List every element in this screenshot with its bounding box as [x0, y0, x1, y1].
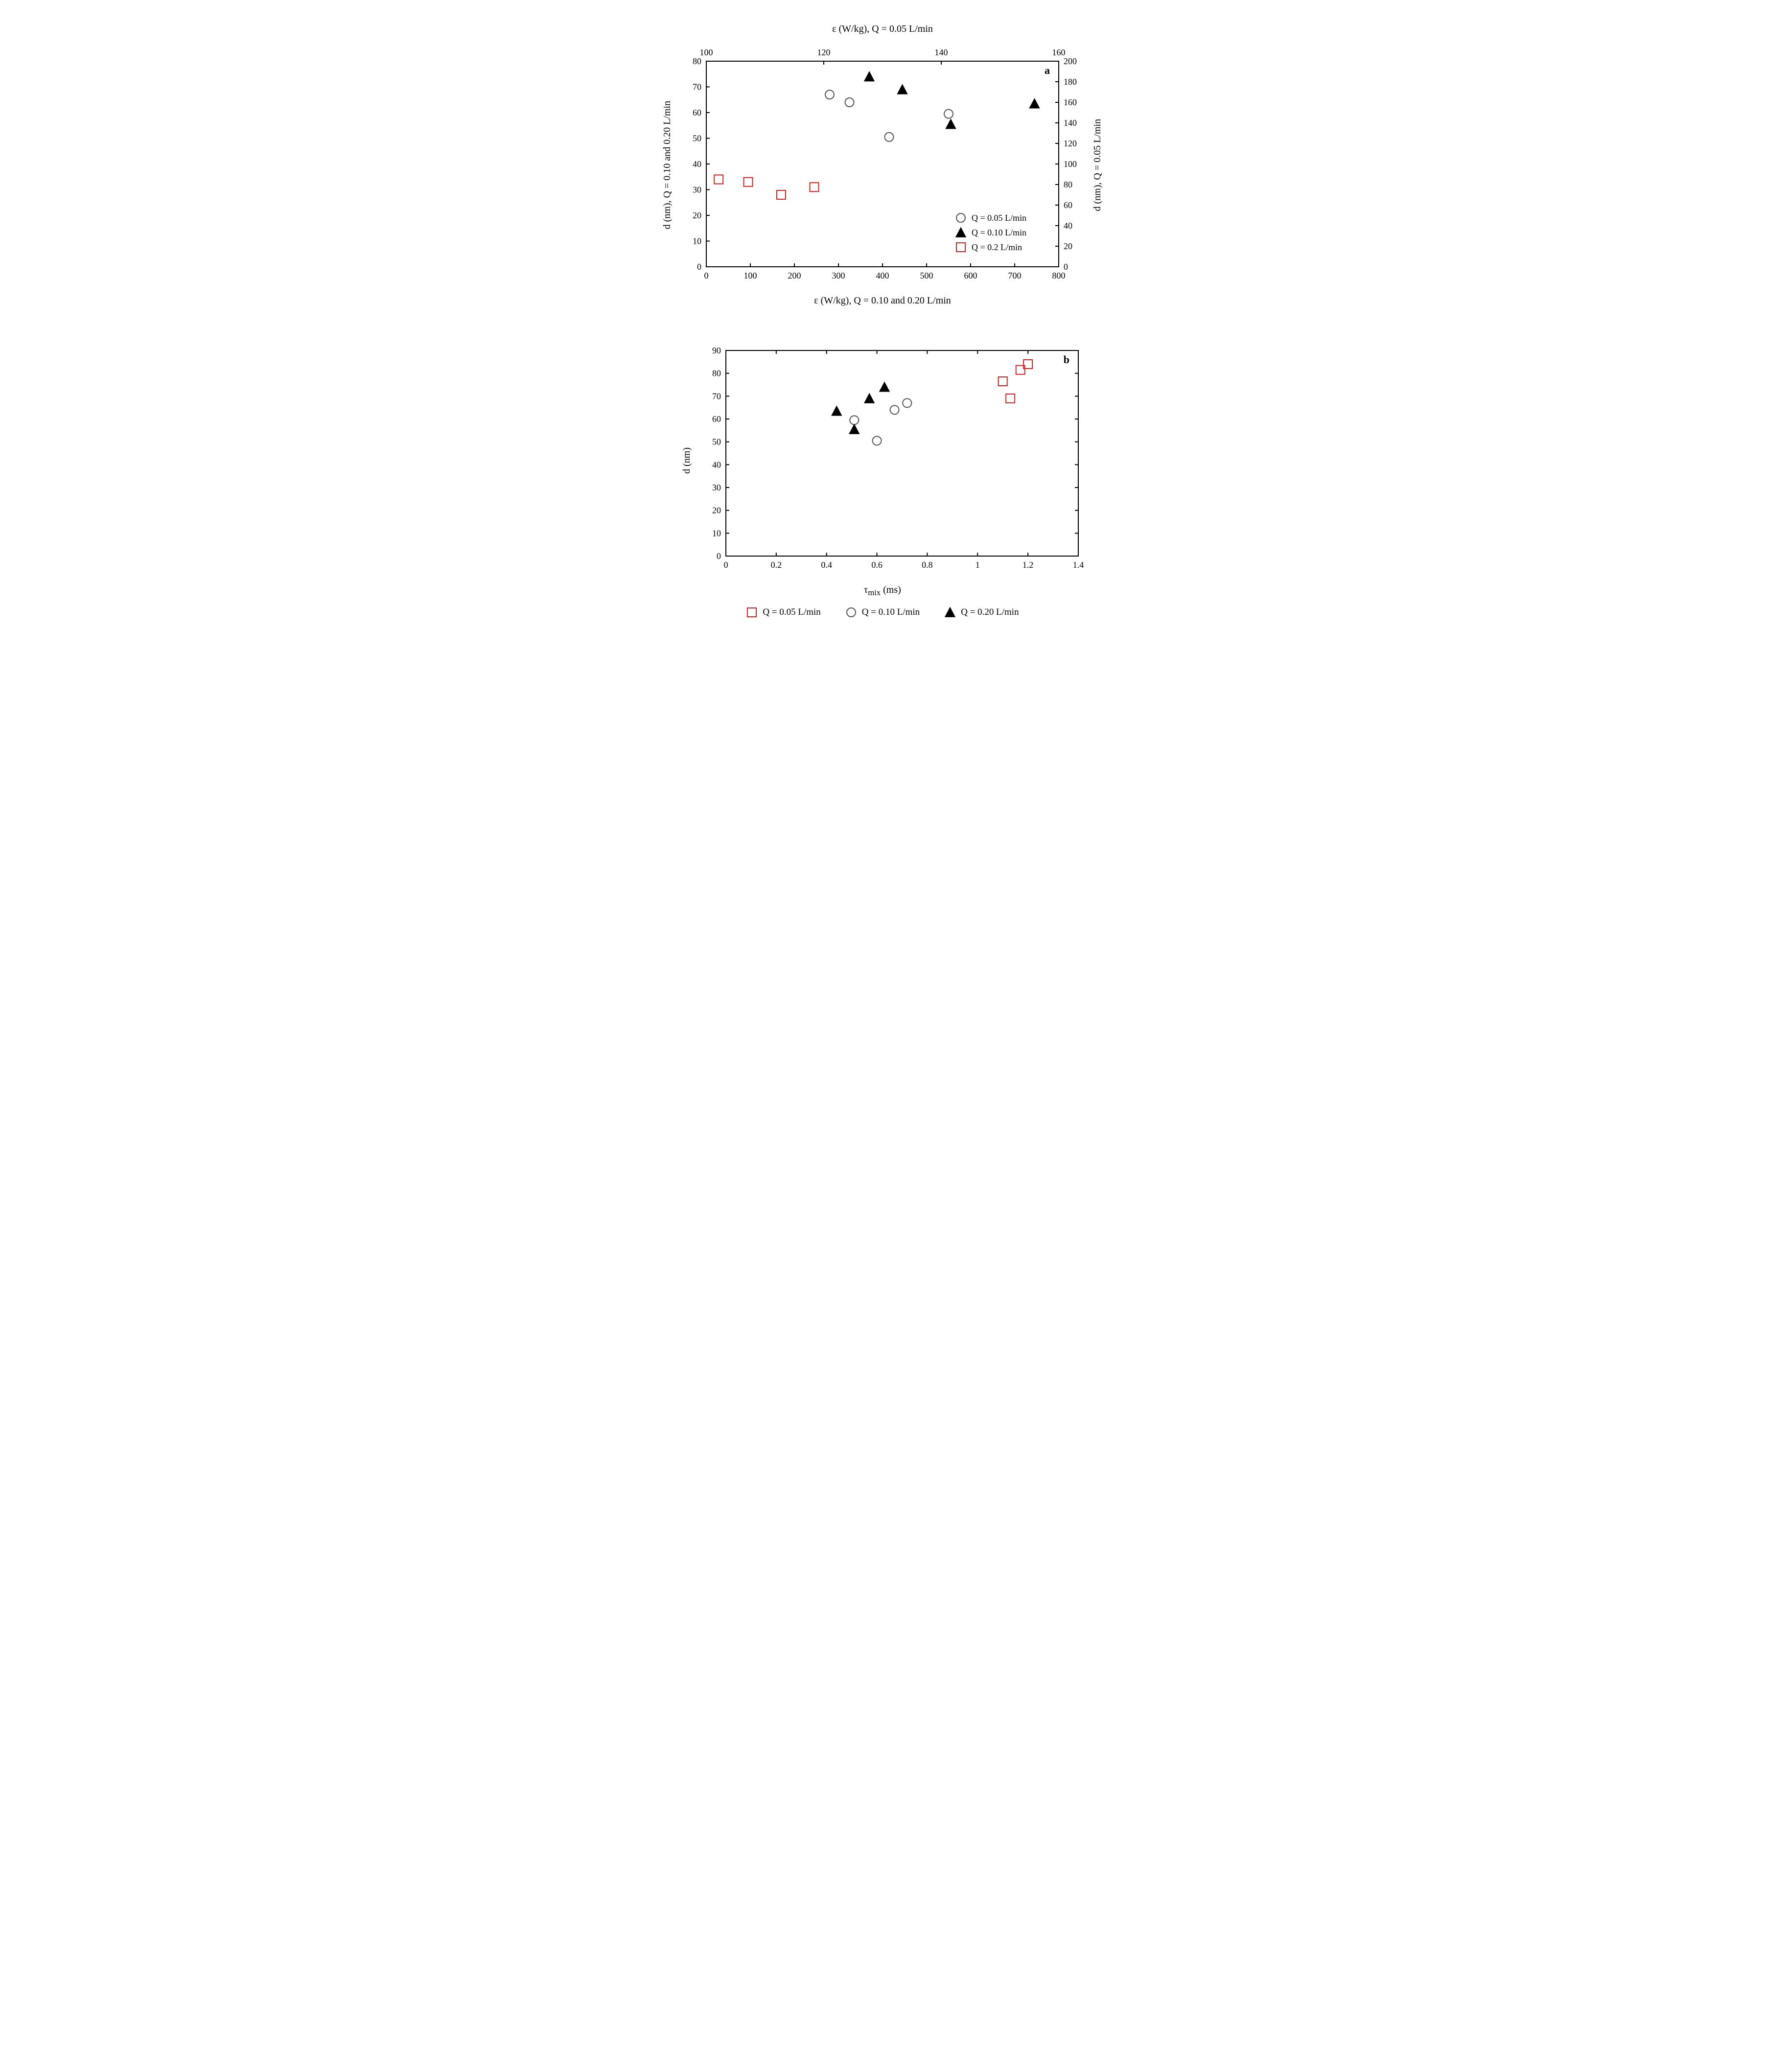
svg-text:120: 120 — [817, 47, 831, 57]
svg-text:50: 50 — [693, 134, 701, 143]
svg-text:40: 40 — [693, 159, 701, 169]
svg-text:0.8: 0.8 — [922, 560, 933, 570]
svg-text:10: 10 — [693, 236, 701, 246]
svg-text:200: 200 — [1064, 56, 1077, 66]
svg-text:800: 800 — [1052, 271, 1066, 280]
svg-text:0.4: 0.4 — [821, 560, 832, 570]
legend-item: Q = 0.10 L/min — [845, 606, 920, 618]
svg-text:100: 100 — [744, 271, 757, 280]
svg-text:140: 140 — [1064, 118, 1077, 128]
svg-text:80: 80 — [712, 369, 721, 378]
svg-text:0: 0 — [1064, 262, 1068, 272]
svg-text:1.4: 1.4 — [1072, 560, 1084, 570]
svg-text:160: 160 — [1064, 97, 1077, 107]
svg-text:50: 50 — [712, 437, 721, 447]
svg-text:30: 30 — [712, 483, 721, 492]
svg-text:20: 20 — [1064, 241, 1072, 251]
svg-text:0: 0 — [704, 271, 709, 280]
legend-label: Q = 0.10 L/min — [862, 607, 920, 618]
svg-text:1: 1 — [975, 560, 979, 570]
panel-a-y-left-title: d (nm), Q = 0.10 and 0.20 L/min — [658, 101, 677, 229]
svg-text:70: 70 — [712, 391, 721, 401]
legend-item: Q = 0.05 L/min — [746, 606, 820, 618]
svg-text:20: 20 — [693, 210, 701, 220]
svg-text:0: 0 — [723, 560, 728, 570]
legend-item: Q = 0.20 L/min — [944, 606, 1019, 618]
svg-text:90: 90 — [712, 346, 721, 355]
svg-text:0.6: 0.6 — [871, 560, 882, 570]
svg-text:700: 700 — [1008, 271, 1022, 280]
svg-text:1.2: 1.2 — [1022, 560, 1033, 570]
svg-text:100: 100 — [700, 47, 713, 57]
svg-text:70: 70 — [693, 82, 701, 92]
svg-text:40: 40 — [1064, 221, 1072, 231]
panel-a-x-top-title: ε (W/kg), Q = 0.05 L/min — [643, 23, 1122, 35]
panel-b: d (nm) 0 0.2 0.4 0.6 0.8 1 1.2 1.4 0 10 20 30 40 50 60… — [643, 341, 1122, 618]
panel-b-x-title: τmix (ms) — [643, 584, 1122, 598]
legend-label: Q = 0.20 L/min — [961, 607, 1019, 618]
panel-b-legend: Q = 0.05 L/min Q = 0.10 L/min Q = 0.20 L/m… — [643, 606, 1122, 618]
svg-text:a: a — [1045, 64, 1050, 76]
panel-b-y-title: d (nm) — [677, 447, 697, 474]
panel-a: ε (W/kg), Q = 0.05 L/min d (nm), Q = 0.1… — [643, 23, 1122, 306]
svg-text:80: 80 — [693, 56, 701, 66]
svg-text:160: 160 — [1052, 47, 1066, 57]
svg-text:Q = 0.05 L/min: Q = 0.05 L/min — [972, 213, 1026, 223]
legend-label: Q = 0.05 L/min — [763, 607, 820, 618]
svg-text:300: 300 — [832, 271, 845, 280]
svg-text:Q = 0.2 L/min: Q = 0.2 L/min — [972, 242, 1022, 252]
svg-text:500: 500 — [920, 271, 933, 280]
svg-text:60: 60 — [693, 108, 701, 117]
svg-text:20: 20 — [712, 506, 721, 515]
svg-text:0: 0 — [717, 551, 721, 561]
svg-text:180: 180 — [1064, 77, 1077, 87]
svg-text:40: 40 — [712, 460, 721, 469]
svg-text:600: 600 — [964, 271, 977, 280]
panel-a-y-right-title: d (nm), Q = 0.05 L/min — [1088, 119, 1107, 211]
svg-text:0.2: 0.2 — [770, 560, 782, 570]
svg-text:30: 30 — [693, 185, 701, 195]
panel-a-plot: 0100200300400500600700800100120140160010… — [677, 39, 1088, 291]
svg-text:100: 100 — [1064, 159, 1077, 169]
svg-text:140: 140 — [935, 47, 948, 57]
panel-b-plot: 0 0.2 0.4 0.6 0.8 1 1.2 1.4 0 10 20 30 40 50 60 70 80 90 b — [697, 341, 1088, 581]
svg-text:b: b — [1063, 353, 1069, 366]
svg-text:200: 200 — [788, 271, 801, 280]
svg-text:80: 80 — [1064, 180, 1072, 189]
svg-text:Q = 0.10 L/min: Q = 0.10 L/min — [972, 228, 1026, 237]
svg-text:10: 10 — [712, 528, 721, 538]
svg-text:60: 60 — [712, 414, 721, 424]
svg-text:0: 0 — [697, 262, 701, 272]
svg-text:400: 400 — [876, 271, 889, 280]
panel-a-x-bottom-title: ε (W/kg), Q = 0.10 and 0.20 L/min — [643, 295, 1122, 306]
svg-text:60: 60 — [1064, 200, 1072, 210]
svg-text:120: 120 — [1064, 139, 1077, 148]
